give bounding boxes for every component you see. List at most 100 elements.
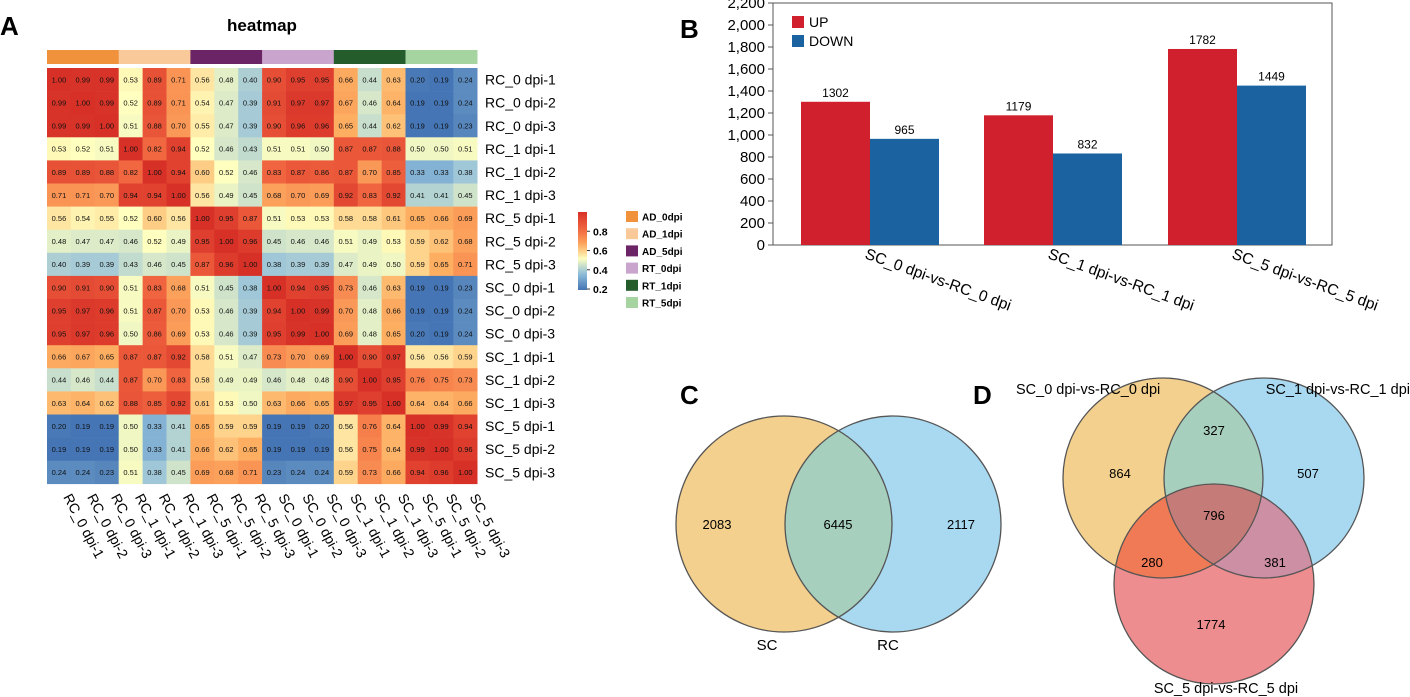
heatmap-cell-value: 0.70	[338, 306, 353, 315]
bar-value-label: 965	[894, 123, 914, 137]
heatmap-cell-value: 0.73	[458, 376, 473, 385]
heatmap-cell-value: 0.23	[458, 283, 473, 292]
heatmap-cell-value: 0.94	[267, 306, 282, 315]
heatmap-cell-value: 1.00	[386, 399, 401, 408]
heatmap-cell	[286, 299, 311, 323]
heatmap-row-label: SC_1 dpi-1	[485, 349, 555, 365]
heatmap-cell-value: 0.95	[291, 75, 306, 84]
heatmap-cell	[453, 275, 478, 300]
venn-two-set: 2083 6445 2117 SC RC	[675, 415, 1002, 654]
heatmap-cell-value: 0.87	[362, 145, 377, 154]
bar-value-label: 1302	[822, 86, 849, 100]
heatmap-cell	[429, 345, 454, 369]
heatmap-cell	[309, 460, 335, 485]
heatmap-cell	[429, 275, 454, 300]
y-tick-label: 600	[740, 171, 765, 188]
heatmap-cell-value: 0.59	[243, 422, 258, 431]
bar-value-label: 832	[1077, 137, 1097, 151]
bar-up	[984, 115, 1053, 245]
heatmap-cell-value: 0.20	[315, 422, 330, 431]
heatmap-cell-value: 0.51	[338, 237, 353, 246]
heatmap-cell	[453, 137, 478, 161]
heatmap-cell	[357, 160, 382, 184]
heatmap-cell-value: 0.47	[76, 237, 91, 246]
heatmap-cell	[429, 206, 454, 230]
y-tick-label: 1,400	[727, 83, 765, 100]
heatmap-cell-value: 0.55	[99, 214, 114, 223]
heatmap-cell-value: 0.51	[291, 145, 306, 154]
heatmap-cell-value: 0.45	[171, 468, 186, 477]
heatmap-cell	[94, 229, 119, 254]
heatmap-cell-value: 0.19	[434, 329, 449, 338]
heatmap-cell	[94, 391, 119, 415]
heatmap-cell-value: 0.40	[52, 260, 67, 269]
heatmap-row-label: RC_1 dpi-2	[485, 164, 556, 180]
heatmap-cell	[453, 206, 478, 230]
heatmap-cell-value: 0.47	[338, 260, 353, 269]
heatmap-cell-value: 0.87	[243, 214, 258, 223]
heatmap-cell-value: 0.64	[410, 399, 425, 408]
heatmap-row-label: SC_5 dpi-2	[485, 441, 555, 457]
heatmap-cell	[453, 91, 478, 115]
heatmap-cell	[405, 229, 430, 254]
heatmap-cell	[333, 183, 358, 207]
y-tick-label: 1,200	[727, 105, 765, 122]
heatmap-cell-value: 0.61	[195, 399, 210, 408]
heatmap-cell	[381, 414, 406, 438]
heatmap-cell	[142, 91, 167, 115]
heatmap-cell	[381, 137, 406, 161]
heatmap-cell	[190, 437, 215, 461]
y-tick-label: 200	[740, 215, 765, 232]
heatmap-cell-value: 0.76	[362, 422, 377, 431]
heatmap-row-label: RC_5 dpi-3	[485, 256, 556, 272]
panel-b-label: B	[680, 14, 699, 44]
heatmap-cell-value: 0.53	[315, 214, 330, 223]
heatmap-cell-value: 0.23	[99, 468, 114, 477]
heatmap-cell-value: 0.92	[171, 353, 186, 362]
heatmap-cell-value: 0.53	[386, 237, 401, 246]
group-bar-ad_1dpi	[118, 50, 191, 64]
heatmap-cell-value: 0.89	[76, 168, 91, 177]
heatmap-cell	[166, 114, 191, 138]
bar-value-label: 1449	[1258, 70, 1285, 84]
heatmap-cell	[190, 114, 215, 138]
heatmap-cell	[453, 183, 478, 207]
heatmap-cell	[118, 299, 143, 323]
heatmap-cell	[214, 160, 239, 184]
heatmap-cell-value: 0.47	[243, 353, 258, 362]
venn3-count-ab: 327	[1203, 423, 1225, 438]
heatmap-cell-value: 0.33	[147, 422, 162, 431]
heatmap-cell-value: 0.82	[123, 168, 138, 177]
heatmap-cell	[286, 414, 311, 438]
heatmap-cell-value: 0.95	[362, 399, 377, 408]
heatmap-cell-value: 0.71	[76, 191, 91, 200]
heatmap-cell	[453, 391, 478, 415]
heatmap-cell	[333, 68, 358, 92]
heatmap-cell-value: 0.44	[362, 75, 377, 84]
heatmap-cell	[190, 68, 215, 92]
heatmap-cell	[262, 391, 287, 415]
heatmap-cell-value: 0.56	[52, 214, 67, 223]
heatmap-cell	[166, 275, 191, 300]
heatmap-cell	[381, 437, 406, 461]
heatmap-cell-value: 0.69	[195, 468, 210, 477]
heatmap-cell-value: 0.49	[362, 260, 377, 269]
heatmap-cell	[118, 460, 143, 485]
heatmap-cell-value: 0.19	[267, 422, 282, 431]
group-bar-ad_0dpi	[47, 50, 119, 64]
y-tick-label: 400	[740, 193, 765, 210]
heatmap-cell-value: 0.47	[219, 98, 234, 107]
heatmap-cell-value: 0.58	[362, 214, 377, 223]
heatmap-cell	[333, 345, 358, 369]
heatmap-cell-value: 0.59	[338, 468, 353, 477]
heatmap-cell	[214, 206, 239, 230]
heatmap-cell-value: 0.46	[291, 237, 306, 246]
heatmap-cell	[70, 91, 96, 115]
heatmap-cell	[286, 322, 311, 346]
heatmap-cell-value: 0.75	[362, 445, 377, 454]
heatmap-cell-value: 0.83	[267, 168, 282, 177]
heatmap-cell-value: 0.95	[315, 75, 330, 84]
heatmap-cell	[94, 183, 119, 207]
heatmap-cell	[262, 206, 287, 230]
heatmap-cell	[309, 91, 335, 115]
